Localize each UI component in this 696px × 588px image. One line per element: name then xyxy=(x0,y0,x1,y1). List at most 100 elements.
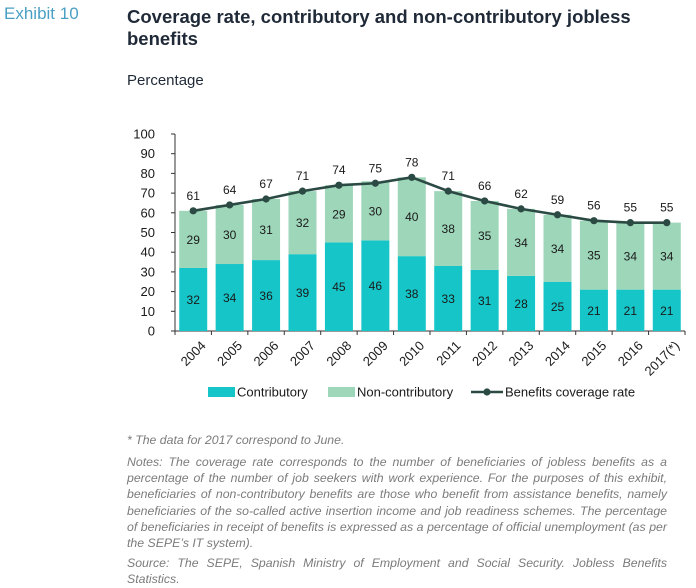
x-tick-label: 2017(*) xyxy=(642,338,683,379)
coverage-rate-point xyxy=(408,173,416,181)
data-label-non-contributory: 35 xyxy=(478,229,492,243)
data-label-non-contributory: 35 xyxy=(587,249,601,263)
coverage-rate-point xyxy=(335,181,343,189)
coverage-rate-point xyxy=(262,195,270,203)
data-label-contributory: 38 xyxy=(405,287,419,301)
coverage-rate-point xyxy=(553,211,562,219)
data-label-non-contributory: 34 xyxy=(624,250,638,264)
data-label-contributory: 21 xyxy=(624,304,638,318)
legend-label-contributory: Contributory xyxy=(237,385,308,400)
y-tick-label: 20 xyxy=(141,284,155,299)
data-label-non-contributory: 32 xyxy=(296,216,310,230)
data-label-contributory: 21 xyxy=(660,304,674,318)
data-label-contributory: 25 xyxy=(551,300,565,314)
bar-contributory xyxy=(179,267,208,331)
bar-non-contributory xyxy=(616,222,645,290)
bar-contributory xyxy=(470,269,499,331)
data-label-contributory: 36 xyxy=(259,289,273,303)
bar-contributory xyxy=(252,260,281,331)
x-tick-label: 2014 xyxy=(542,338,573,369)
coverage-rate-point xyxy=(444,187,452,195)
data-label-coverage-rate: 56 xyxy=(587,199,601,213)
data-label-coverage-rate: 55 xyxy=(660,201,674,215)
bar-non-contributory xyxy=(361,181,390,241)
data-label-non-contributory: 40 xyxy=(405,210,419,224)
coverage-rate-point xyxy=(590,217,598,225)
x-tick-label: 2009 xyxy=(360,338,391,369)
bar-contributory xyxy=(579,289,608,331)
x-tick-label: 2015 xyxy=(578,338,609,369)
bar-non-contributory xyxy=(579,220,608,290)
stacked-bar-line-chart: 0 10 20 30 40 50 60 70 80 90 100 32 29 2004 34 30 2005 36… xyxy=(133,127,686,400)
data-label-non-contributory: 29 xyxy=(187,233,201,247)
bar-non-contributory xyxy=(543,214,572,282)
x-tick-label: 2006 xyxy=(250,338,281,369)
footnote: * The data for 2017 correspond to June. xyxy=(127,433,345,447)
y-tick-label: 90 xyxy=(141,146,155,161)
y-tick-label: 30 xyxy=(141,264,155,279)
x-tick-label: 2016 xyxy=(615,338,646,369)
y-tick-label: 70 xyxy=(141,186,155,201)
data-label-coverage-rate: 61 xyxy=(187,189,201,203)
data-label-contributory: 32 xyxy=(187,293,201,307)
data-label-coverage-rate: 55 xyxy=(624,201,638,215)
data-label-coverage-rate: 66 xyxy=(478,179,492,193)
y-tick-label: 50 xyxy=(141,225,155,240)
x-tick-label: 2010 xyxy=(396,338,427,369)
data-label-non-contributory: 30 xyxy=(369,204,383,218)
bar-contributory xyxy=(543,281,572,331)
bar-contributory xyxy=(397,256,426,331)
bar-contributory xyxy=(652,289,681,331)
data-label-non-contributory: 38 xyxy=(442,222,456,236)
coverage-rate-point xyxy=(189,207,197,215)
legend-label-coverage-rate: Benefits coverage rate xyxy=(505,385,635,400)
legend-swatch-contributory xyxy=(208,387,235,397)
coverage-rate-point xyxy=(481,197,489,205)
x-tick-label: 2012 xyxy=(469,338,500,369)
coverage-rate-point xyxy=(371,179,379,187)
bar-non-contributory xyxy=(252,199,281,261)
data-label-coverage-rate: 67 xyxy=(259,177,273,191)
bar-contributory xyxy=(434,265,463,331)
bar-non-contributory xyxy=(470,200,499,270)
data-label-non-contributory: 30 xyxy=(223,228,237,242)
data-label-contributory: 45 xyxy=(332,280,346,294)
bar-non-contributory xyxy=(324,185,353,243)
data-label-coverage-rate: 74 xyxy=(332,163,346,177)
x-tick-label: 2005 xyxy=(214,338,245,369)
data-label-coverage-rate: 71 xyxy=(296,169,310,183)
y-tick-label: 100 xyxy=(133,127,155,142)
y-tick-label: 10 xyxy=(141,304,155,319)
y-tick-label: 40 xyxy=(141,245,155,260)
coverage-rate-point xyxy=(226,201,234,209)
x-tick-label: 2013 xyxy=(505,338,536,369)
coverage-rate-point xyxy=(626,219,634,227)
bar-non-contributory xyxy=(434,191,463,266)
data-label-contributory: 21 xyxy=(587,304,601,318)
data-label-contributory: 31 xyxy=(478,294,492,308)
bar-non-contributory xyxy=(288,191,317,255)
bar-contributory xyxy=(324,242,353,331)
bar-contributory xyxy=(288,254,317,331)
bar-non-contributory xyxy=(507,208,536,276)
x-tick-label: 2008 xyxy=(323,338,354,369)
notes-text: Notes: The coverage rate corresponds to … xyxy=(127,455,667,551)
bar-contributory xyxy=(361,240,390,331)
coverage-rate-point xyxy=(298,187,307,195)
bar-non-contributory xyxy=(397,177,426,257)
data-label-contributory: 46 xyxy=(369,279,383,293)
bar-non-contributory xyxy=(179,210,208,268)
data-label-coverage-rate: 75 xyxy=(369,161,383,175)
data-label-non-contributory: 31 xyxy=(259,223,273,237)
x-tick-label: 2007 xyxy=(287,338,318,369)
chart-title: Coverage rate, contributory and non-cont… xyxy=(127,6,631,49)
source-text: Source: The SEPE, Spanish Ministry of Em… xyxy=(127,556,667,587)
data-label-non-contributory: 34 xyxy=(660,250,674,264)
x-tick-label: 2004 xyxy=(178,338,209,369)
legend-label-non-contributory: Non-contributory xyxy=(357,385,454,400)
legend-swatch-non-contributory xyxy=(328,387,355,397)
exhibit-label: Exhibit 10 xyxy=(4,4,79,23)
data-label-non-contributory: 34 xyxy=(551,242,565,256)
legend-marker-coverage-rate xyxy=(483,388,491,396)
data-label-coverage-rate: 71 xyxy=(442,169,456,183)
